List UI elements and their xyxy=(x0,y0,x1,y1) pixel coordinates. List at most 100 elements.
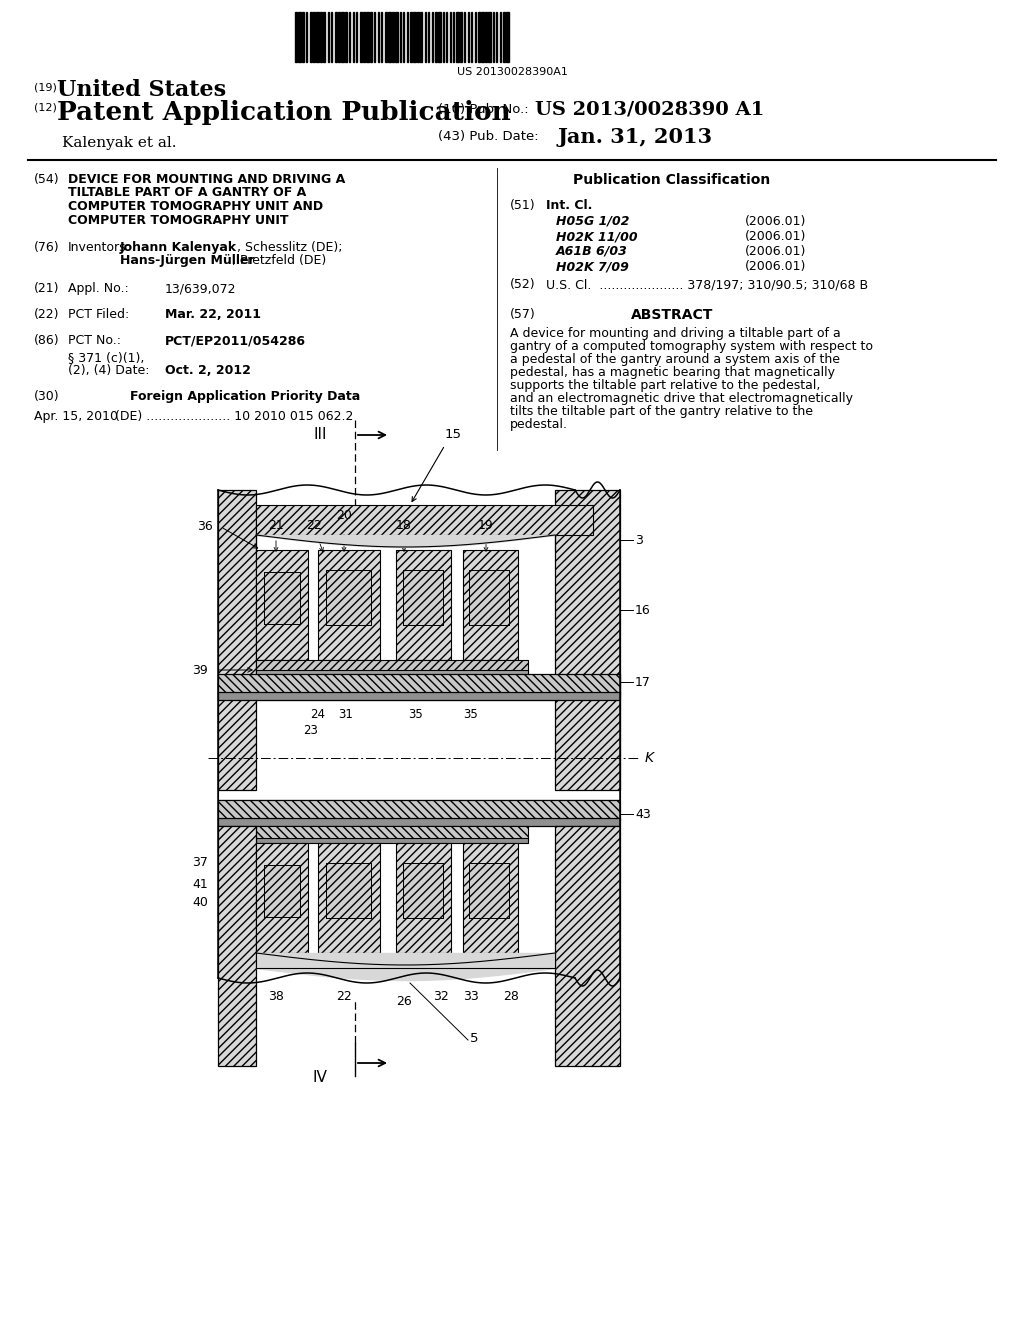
Bar xyxy=(264,865,300,917)
Bar xyxy=(264,572,300,624)
Text: 17: 17 xyxy=(635,676,651,689)
Text: supports the tiltable part relative to the pedestal,: supports the tiltable part relative to t… xyxy=(510,379,820,392)
Text: Appl. No.:: Appl. No.: xyxy=(68,282,129,294)
Bar xyxy=(345,12,347,62)
Text: K: K xyxy=(645,751,654,766)
Text: (52): (52) xyxy=(510,279,536,290)
Text: H05G 1/02: H05G 1/02 xyxy=(556,215,630,228)
Bar xyxy=(392,12,394,62)
Bar xyxy=(256,671,528,676)
Text: 35: 35 xyxy=(409,708,423,721)
Bar xyxy=(555,490,620,789)
Bar xyxy=(218,818,620,826)
Text: 40: 40 xyxy=(193,896,208,909)
Bar xyxy=(485,12,487,62)
Bar xyxy=(420,12,422,62)
Bar xyxy=(218,692,620,700)
Text: US 20130028390A1: US 20130028390A1 xyxy=(457,67,567,77)
Bar xyxy=(460,12,462,62)
Bar xyxy=(506,12,509,62)
Text: 39: 39 xyxy=(193,664,208,676)
Bar xyxy=(323,12,325,62)
Bar xyxy=(469,863,509,917)
Text: 37: 37 xyxy=(193,857,208,870)
Text: Mar. 22, 2011: Mar. 22, 2011 xyxy=(165,308,261,321)
Bar xyxy=(469,570,509,624)
Text: 33: 33 xyxy=(463,990,479,1003)
Text: (2006.01): (2006.01) xyxy=(745,215,806,228)
Bar xyxy=(438,12,441,62)
Bar xyxy=(316,12,319,62)
Bar xyxy=(413,12,416,62)
Text: COMPUTER TOMOGRAPHY UNIT: COMPUTER TOMOGRAPHY UNIT xyxy=(68,214,289,227)
Bar xyxy=(218,700,620,800)
Text: 15: 15 xyxy=(445,429,462,441)
Text: Hans-Jürgen Müller: Hans-Jürgen Müller xyxy=(120,253,255,267)
Text: (12): (12) xyxy=(34,103,57,114)
Bar xyxy=(370,12,372,62)
Text: DEVICE FOR MOUNTING AND DRIVING A: DEVICE FOR MOUNTING AND DRIVING A xyxy=(68,173,345,186)
Text: Publication Classification: Publication Classification xyxy=(573,173,771,187)
Bar xyxy=(385,12,387,62)
Text: pedestal, has a magnetic bearing that magnetically: pedestal, has a magnetic bearing that ma… xyxy=(510,366,835,379)
Bar xyxy=(218,800,620,820)
Bar xyxy=(318,843,380,953)
Text: (54): (54) xyxy=(34,173,59,186)
Text: 28: 28 xyxy=(503,990,519,1003)
Text: U.S. Cl.  ..................... 378/197; 310/90.5; 310/68 B: U.S. Cl. ..................... 378/197; … xyxy=(546,279,868,290)
Bar xyxy=(218,490,256,789)
Text: (51): (51) xyxy=(510,199,536,213)
Text: 24: 24 xyxy=(310,708,326,721)
Text: 21: 21 xyxy=(268,519,284,532)
Text: and an electromagnetic drive that electromagnetically: and an electromagnetic drive that electr… xyxy=(510,392,853,405)
Text: 13/639,072: 13/639,072 xyxy=(165,282,237,294)
Text: 5: 5 xyxy=(470,1031,478,1044)
Text: (2006.01): (2006.01) xyxy=(745,230,806,243)
Text: 26: 26 xyxy=(396,995,412,1008)
Text: 19: 19 xyxy=(478,519,494,532)
Text: 41: 41 xyxy=(193,879,208,891)
Bar xyxy=(456,12,459,62)
Bar xyxy=(410,12,412,62)
Text: Inventors:: Inventors: xyxy=(68,242,131,253)
Bar xyxy=(218,826,256,1067)
Text: III: III xyxy=(313,426,327,442)
Bar xyxy=(469,863,509,917)
Bar xyxy=(463,843,518,953)
Text: COMPUTER TOMOGRAPHY UNIT AND: COMPUTER TOMOGRAPHY UNIT AND xyxy=(68,201,324,213)
Text: 36: 36 xyxy=(198,520,213,533)
Bar xyxy=(488,12,490,62)
Text: A61B 6/03: A61B 6/03 xyxy=(556,246,628,257)
Text: 30: 30 xyxy=(474,826,488,840)
Text: (57): (57) xyxy=(510,308,536,321)
Bar xyxy=(318,550,380,660)
Bar xyxy=(218,675,620,694)
Bar xyxy=(326,570,371,624)
Bar xyxy=(417,12,419,62)
Text: § 371 (c)(1),: § 371 (c)(1), xyxy=(68,351,144,364)
Text: (86): (86) xyxy=(34,334,59,347)
Text: (30): (30) xyxy=(34,389,59,403)
Text: 18: 18 xyxy=(396,519,412,532)
Text: a pedestal of the gantry around a system axis of the: a pedestal of the gantry around a system… xyxy=(510,352,840,366)
Bar xyxy=(403,570,443,624)
Text: Johann Kalenyak: Johann Kalenyak xyxy=(120,242,238,253)
Text: (10) Pub. No.:: (10) Pub. No.: xyxy=(438,103,528,116)
Bar xyxy=(360,12,362,62)
Text: H02K 11/00: H02K 11/00 xyxy=(556,230,638,243)
Bar xyxy=(435,12,437,62)
Text: Foreign Application Priority Data: Foreign Application Priority Data xyxy=(130,389,360,403)
Bar xyxy=(256,506,593,535)
Bar xyxy=(295,12,297,62)
Bar xyxy=(264,572,300,624)
Bar xyxy=(395,12,398,62)
Bar xyxy=(396,843,451,953)
Bar xyxy=(256,550,308,660)
Text: PCT Filed:: PCT Filed: xyxy=(68,308,129,321)
Bar xyxy=(335,12,337,62)
Bar xyxy=(256,843,308,953)
Bar xyxy=(396,550,451,660)
Bar xyxy=(341,12,344,62)
Bar xyxy=(338,12,340,62)
Text: 32: 32 xyxy=(433,990,449,1003)
